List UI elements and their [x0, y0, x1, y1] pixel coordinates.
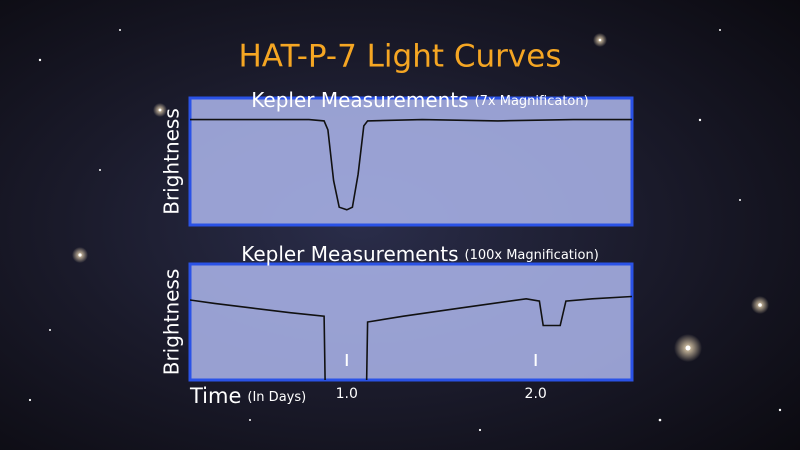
- y-axis-label: Brightness: [160, 108, 184, 215]
- y-axis-label: Brightness: [160, 269, 184, 376]
- chart-subtitle: (100x Magnification): [465, 248, 599, 263]
- x-axis-unit: (In Days): [247, 390, 306, 405]
- chart-title: Kepler Measurements (7x Magnificaton): [251, 88, 588, 112]
- plot-area: [188, 96, 634, 227]
- light-curve: [190, 118, 632, 211]
- chart-title-main: Kepler Measurements: [251, 88, 468, 112]
- chart-subtitle: (7x Magnificaton): [475, 94, 589, 109]
- plot-area: [188, 262, 634, 382]
- light-curve: [190, 295, 632, 380]
- x-tick-label: 1.0: [336, 386, 358, 402]
- slide-title: HAT-P-7 Light Curves: [239, 39, 562, 75]
- x-axis-label: Time (In Days): [189, 384, 306, 408]
- chart-title-main: Kepler Measurements: [241, 242, 458, 266]
- stars: [28, 29, 782, 432]
- x-axis-label-main: Time: [189, 384, 241, 408]
- x-tick-label: 2.0: [525, 386, 547, 402]
- chart-title: Kepler Measurements (100x Magnification): [241, 242, 599, 266]
